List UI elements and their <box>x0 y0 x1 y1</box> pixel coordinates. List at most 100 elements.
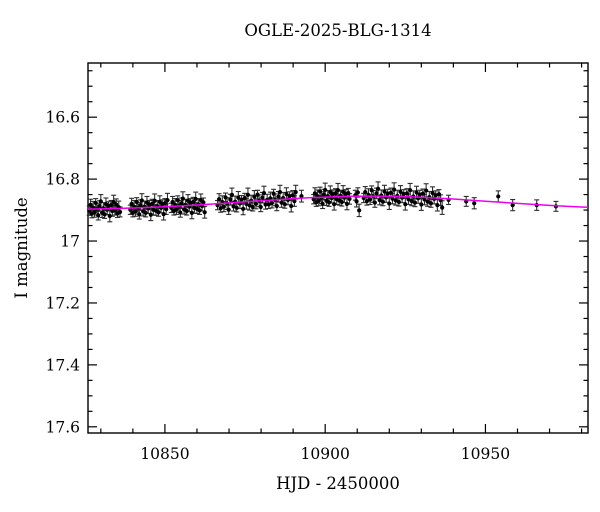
data-point <box>409 198 414 204</box>
data-point <box>377 198 382 203</box>
data-point <box>255 192 260 197</box>
data-point <box>279 200 284 205</box>
data-point <box>419 202 424 207</box>
data-point <box>274 203 279 209</box>
data-point <box>180 196 185 201</box>
data-point <box>88 202 93 207</box>
x-tick-label: 10900 <box>301 445 350 463</box>
x-axis-label: HJD - 2450000 <box>276 474 400 493</box>
data-point <box>404 191 410 196</box>
data-point <box>435 203 440 208</box>
data-point <box>139 198 144 203</box>
data-point <box>191 199 196 205</box>
data-point <box>234 205 239 211</box>
data-point <box>430 190 435 196</box>
data-point <box>229 192 235 197</box>
data-point <box>218 206 223 211</box>
data-point <box>276 194 281 199</box>
data-point <box>320 201 325 206</box>
data-point <box>333 191 338 196</box>
data-point <box>367 197 373 202</box>
data-point <box>247 203 252 208</box>
data-point <box>112 208 118 213</box>
data-point <box>382 189 387 194</box>
data-point <box>424 188 429 193</box>
data-point <box>391 187 397 192</box>
data-point <box>236 195 241 200</box>
data-point <box>292 198 297 204</box>
data-point <box>287 194 292 199</box>
data-point <box>96 213 101 218</box>
data-point <box>496 194 501 199</box>
data-point <box>326 200 332 205</box>
data-point <box>114 202 119 207</box>
data-point <box>364 198 369 204</box>
data-point <box>433 193 438 198</box>
data-point <box>406 197 411 202</box>
data-point <box>223 195 228 200</box>
data-point <box>129 201 134 206</box>
data-point <box>162 201 168 206</box>
data-point <box>228 197 233 202</box>
data-point <box>216 197 222 202</box>
data-point <box>266 202 271 207</box>
data-point <box>289 203 294 209</box>
data-point <box>178 210 183 215</box>
data-point <box>170 199 175 205</box>
data-point <box>438 198 443 203</box>
data-point <box>161 211 166 217</box>
data-point <box>156 210 161 215</box>
data-point <box>293 190 298 195</box>
data-point <box>422 197 427 202</box>
data-point <box>436 192 442 197</box>
data-point <box>357 208 362 213</box>
data-point <box>510 203 515 208</box>
data-point <box>472 201 477 206</box>
data-point <box>299 194 304 199</box>
data-point <box>242 195 247 201</box>
data-point <box>102 212 107 217</box>
data-point <box>137 212 142 217</box>
data-point <box>179 201 184 206</box>
data-point <box>401 191 406 197</box>
data-point <box>372 200 377 205</box>
model-curve <box>87 195 589 210</box>
data-point <box>201 200 206 205</box>
data-point <box>354 199 359 204</box>
data-point <box>277 190 283 195</box>
data-point <box>165 198 170 203</box>
data-point <box>231 204 236 209</box>
data-point <box>316 198 321 203</box>
data-point <box>271 191 276 196</box>
data-point <box>263 202 268 207</box>
data-point <box>117 209 123 215</box>
data-point <box>241 206 246 211</box>
data-point <box>412 200 418 205</box>
x-tick-labels: 10850 10900 10950 <box>140 445 510 463</box>
data-point <box>284 191 289 197</box>
x-tick-label: 10950 <box>461 445 510 463</box>
data-point <box>425 199 430 204</box>
data-point <box>363 190 368 195</box>
data-point <box>393 198 398 203</box>
y-tick-label: 16.6 <box>45 109 80 127</box>
photometry-data-points <box>87 186 559 219</box>
data-point <box>143 210 148 215</box>
data-point <box>344 201 350 206</box>
data-point <box>152 198 157 203</box>
x-tick-label: 10850 <box>140 445 189 463</box>
data-point <box>420 191 426 196</box>
data-point <box>346 190 351 196</box>
data-point <box>380 199 385 204</box>
y-tick-label: 16.8 <box>45 171 80 189</box>
data-point <box>150 201 155 206</box>
data-point <box>93 200 98 206</box>
y-axis-label: I magnitude <box>12 197 31 298</box>
data-point <box>355 190 360 195</box>
data-point <box>108 203 114 208</box>
data-point <box>396 199 401 205</box>
data-point <box>375 186 381 191</box>
data-point <box>317 189 323 194</box>
